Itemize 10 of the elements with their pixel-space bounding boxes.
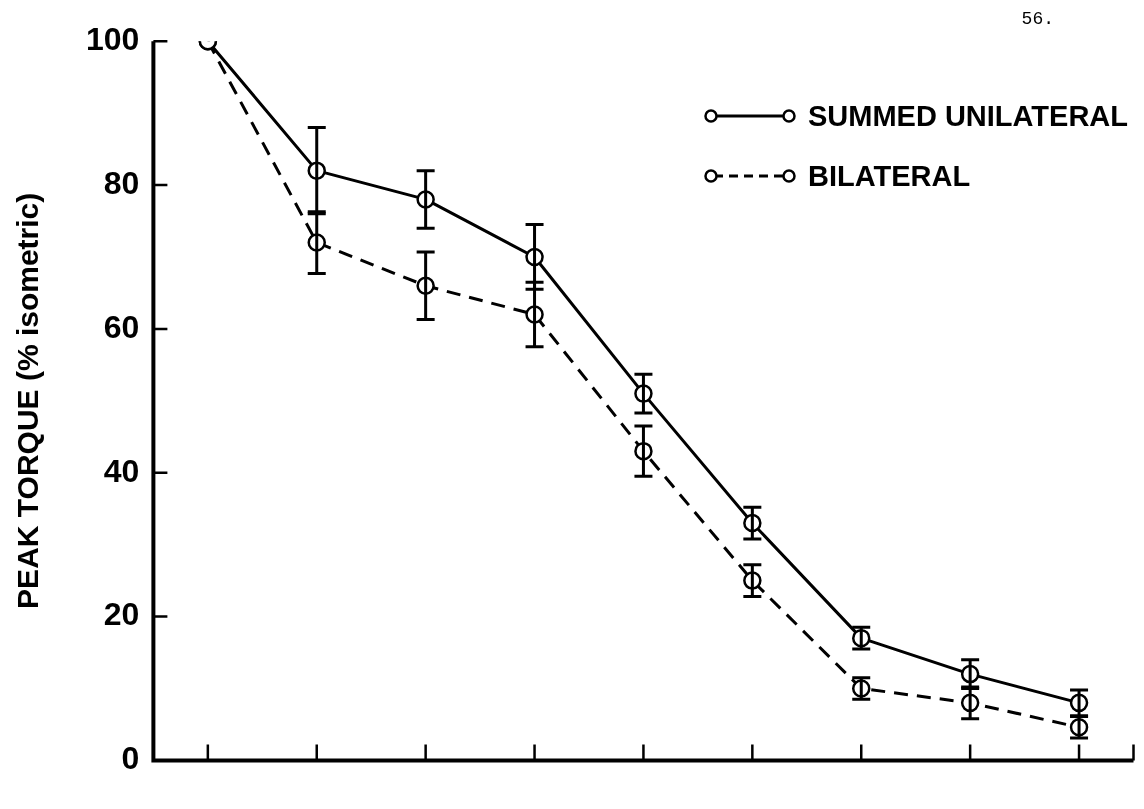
y-tick-label: 20: [103, 596, 140, 633]
legend-label: SUMMED UNILATERAL: [807, 99, 1128, 133]
y-axis-title: PEAK TORQUE (% isometric): [11, 192, 45, 609]
y-tick-label: 80: [103, 164, 140, 201]
y-tick-label: 40: [103, 452, 140, 489]
y-tick-label: 60: [103, 308, 140, 345]
y-tick-label: 100: [86, 21, 140, 58]
legend-label: BILATERAL: [807, 159, 971, 193]
y-tick-label: 0: [121, 740, 140, 777]
text: 56.: [1021, 8, 1054, 29]
